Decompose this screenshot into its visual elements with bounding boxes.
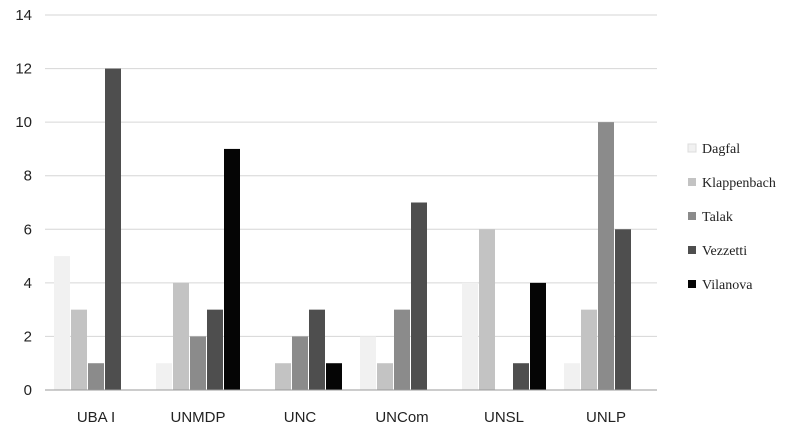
legend-swatch [688, 178, 696, 186]
y-tick-label: 8 [24, 168, 32, 185]
y-tick-label: 6 [24, 221, 32, 238]
x-category-label: UNMDP [171, 409, 226, 426]
legend-label: Klappenbach [702, 176, 776, 191]
y-tick-label: 4 [24, 275, 32, 292]
y-tick-label: 0 [24, 382, 32, 399]
bar-klappenbach-unmdp [173, 282, 189, 390]
bar-klappenbach-unc [275, 363, 291, 390]
x-category-label: UNLP [586, 409, 626, 426]
bar-dagfal-uncom [360, 336, 376, 390]
legend: Dagfal Klappenbach Talak Vezzetti Vilanova [687, 142, 776, 293]
bar-vilanova-unsl [530, 282, 546, 390]
legend-label: Vezzetti [702, 244, 747, 259]
legend-label: Dagfal [702, 142, 740, 157]
bar-vezzetti-unmdp [207, 309, 223, 390]
x-category-label: UNCom [375, 409, 428, 426]
bar-dagfal-unsl [462, 282, 478, 390]
x-category-label: UNC [284, 409, 317, 426]
bar-talak-unmdp [190, 336, 206, 390]
bar-dagfal-unmdp [156, 363, 172, 390]
bar-talak-uba-i [88, 363, 104, 390]
bar-talak-unlp [598, 122, 614, 391]
y-tick-label: 14 [15, 7, 32, 24]
bar-vezzetti-uba-i [105, 68, 121, 391]
x-category-label: UNSL [484, 409, 524, 426]
y-tick-label: 10 [15, 114, 32, 131]
gridlines [45, 14, 657, 337]
legend-label: Talak [702, 210, 733, 225]
bar-vezzetti-unsl [513, 363, 529, 390]
bar-klappenbach-uba-i [71, 309, 87, 390]
bar-vezzetti-uncom [411, 202, 427, 390]
legend-label: Vilanova [702, 278, 753, 293]
bar-talak-uncom [394, 309, 410, 390]
y-axis-ticks: 0 2 4 6 8 10 12 14 [15, 7, 32, 399]
bar-dagfal-uba-i [54, 256, 70, 390]
legend-swatch [688, 246, 696, 254]
bar-dagfal-unlp [564, 363, 580, 390]
x-category-label: UBA I [77, 409, 115, 426]
y-tick-label: 12 [15, 61, 32, 78]
bar-klappenbach-unsl [479, 229, 495, 390]
bar-vilanova-unmdp [224, 148, 240, 390]
legend-swatch [688, 280, 696, 288]
bar-vezzetti-unc [309, 309, 325, 390]
x-axis-categories: UBA I UNMDP UNC UNCom UNSL UNLP [77, 409, 626, 426]
legend-swatch [687, 143, 697, 153]
bars [54, 68, 631, 391]
bar-vilanova-unc [326, 363, 342, 390]
bar-klappenbach-uncom [377, 363, 393, 390]
y-tick-label: 2 [24, 328, 32, 345]
bar-talak-unc [292, 336, 308, 390]
bar-klappenbach-unlp [581, 309, 597, 390]
bar-vezzetti-unlp [615, 229, 631, 390]
legend-swatch [688, 212, 696, 220]
